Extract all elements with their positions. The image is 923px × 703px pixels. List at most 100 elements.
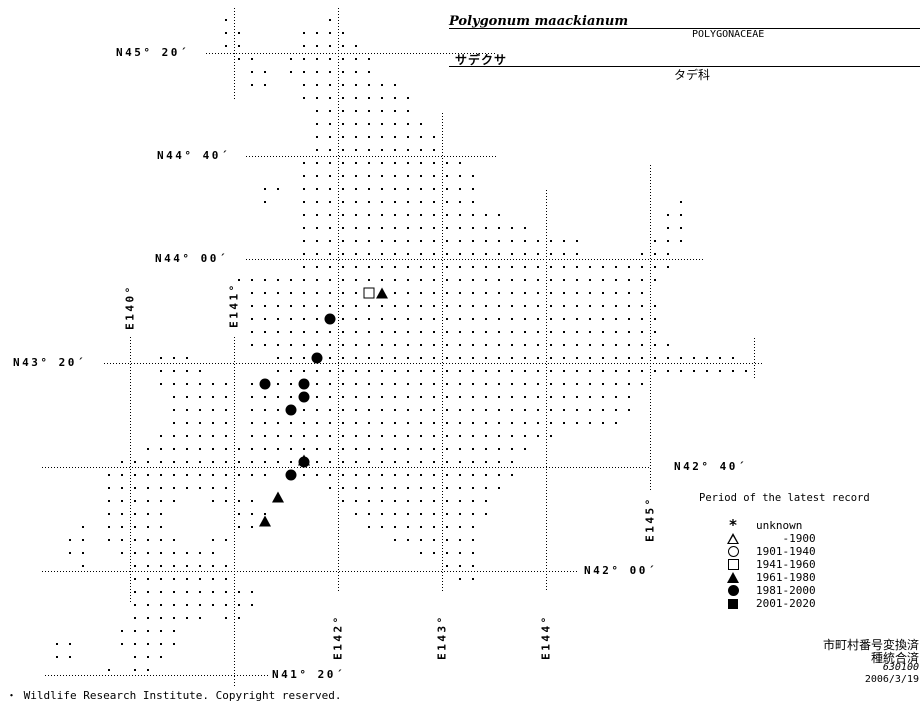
mesh-dot	[134, 526, 136, 528]
mesh-dot	[641, 292, 643, 294]
mesh-dot	[459, 474, 461, 476]
mesh-dot	[394, 175, 396, 177]
mesh-dot	[420, 422, 422, 424]
mesh-dot	[459, 539, 461, 541]
mesh-dot	[407, 110, 409, 112]
mesh-dot	[303, 370, 305, 372]
mesh-dot	[342, 188, 344, 190]
mesh-dot	[394, 123, 396, 125]
mesh-dot	[186, 617, 188, 619]
mesh-dot	[199, 604, 201, 606]
mesh-dot	[329, 97, 331, 99]
mesh-dot	[420, 318, 422, 320]
legend-period-label: 1901-1940	[756, 545, 816, 558]
mesh-dot	[69, 656, 71, 658]
mesh-dot	[550, 292, 552, 294]
mesh-dot	[602, 383, 604, 385]
mesh-dot	[472, 383, 474, 385]
mesh-dot	[537, 344, 539, 346]
mesh-dot	[368, 58, 370, 60]
mesh-dot	[342, 84, 344, 86]
mesh-dot	[134, 513, 136, 515]
mesh-dot	[576, 292, 578, 294]
mesh-dot	[368, 188, 370, 190]
mesh-dot	[251, 409, 253, 411]
mesh-dot	[381, 435, 383, 437]
mesh-dot	[498, 370, 500, 372]
mesh-dot	[108, 513, 110, 515]
mesh-dot	[524, 266, 526, 268]
mesh-dot	[446, 162, 448, 164]
mesh-dot	[121, 643, 123, 645]
mesh-dot	[524, 448, 526, 450]
mesh-dot	[394, 396, 396, 398]
mesh-dot	[459, 396, 461, 398]
mesh-dot	[537, 409, 539, 411]
mesh-dot	[251, 604, 253, 606]
legend-period-label: 2001-2020	[756, 597, 816, 610]
mesh-dot	[654, 370, 656, 372]
mesh-dot	[667, 357, 669, 359]
admin-note-2: 種統合済	[870, 651, 919, 665]
mesh-dot	[173, 435, 175, 437]
mesh-dot	[251, 292, 253, 294]
mesh-dot	[355, 227, 357, 229]
mesh-dot	[511, 305, 513, 307]
mesh-dot	[238, 513, 240, 515]
mesh-dot	[238, 448, 240, 450]
mesh-dot	[225, 474, 227, 476]
mesh-dot	[121, 461, 123, 463]
mesh-dot	[407, 487, 409, 489]
mesh-dot	[225, 461, 227, 463]
legend-symbol-circle-filled	[720, 585, 746, 596]
mesh-dot	[576, 383, 578, 385]
mesh-dot	[459, 513, 461, 515]
mesh-dot	[550, 344, 552, 346]
mesh-dot	[56, 656, 58, 658]
latitude-label: N41° 20´	[272, 667, 345, 681]
mesh-dot	[316, 188, 318, 190]
mesh-dot	[329, 240, 331, 242]
mesh-dot	[264, 396, 266, 398]
mesh-dot	[472, 279, 474, 281]
mesh-dot	[394, 500, 396, 502]
mesh-dot	[680, 370, 682, 372]
mesh-dot	[381, 123, 383, 125]
mesh-dot	[641, 318, 643, 320]
mesh-dot	[563, 266, 565, 268]
legend-row: 2001-2020	[720, 597, 870, 610]
mesh-dot	[459, 292, 461, 294]
mesh-dot	[498, 266, 500, 268]
mesh-dot	[329, 84, 331, 86]
mesh-dot	[693, 370, 695, 372]
mesh-dot	[511, 396, 513, 398]
mesh-dot	[641, 344, 643, 346]
mesh-dot	[342, 214, 344, 216]
mesh-dot	[394, 474, 396, 476]
mesh-dot	[563, 383, 565, 385]
mesh-dot	[446, 487, 448, 489]
mesh-dot	[472, 201, 474, 203]
mesh-dot	[329, 32, 331, 34]
mesh-dot	[251, 448, 253, 450]
latitude-label: N45° 20´	[116, 45, 189, 59]
mesh-dot	[420, 149, 422, 151]
mesh-dot	[407, 435, 409, 437]
mesh-dot	[498, 448, 500, 450]
mesh-dot	[446, 201, 448, 203]
mesh-dot	[329, 45, 331, 47]
mesh-dot	[498, 344, 500, 346]
mesh-dot	[446, 552, 448, 554]
mesh-dot	[342, 422, 344, 424]
mesh-dot	[550, 409, 552, 411]
mesh-dot	[342, 448, 344, 450]
mesh-dot	[316, 84, 318, 86]
mesh-dot	[225, 19, 227, 21]
mesh-dot	[186, 357, 188, 359]
mesh-dot	[147, 604, 149, 606]
mesh-dot	[329, 227, 331, 229]
mesh-dot	[459, 201, 461, 203]
mesh-dot	[576, 396, 578, 398]
mesh-dot	[186, 604, 188, 606]
mesh-dot	[407, 266, 409, 268]
